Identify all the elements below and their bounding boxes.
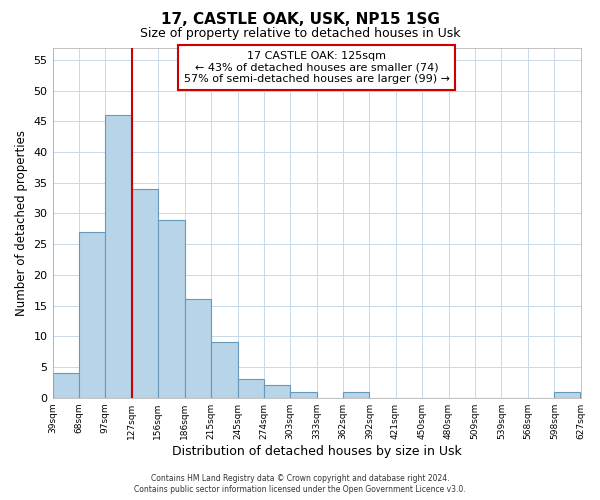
Bar xyxy=(211,342,238,398)
Text: 17, CASTLE OAK, USK, NP15 1SG: 17, CASTLE OAK, USK, NP15 1SG xyxy=(161,12,439,28)
Bar xyxy=(53,373,79,398)
Bar xyxy=(554,392,580,398)
Bar xyxy=(104,115,131,398)
Bar xyxy=(263,386,290,398)
Text: Contains HM Land Registry data © Crown copyright and database right 2024.
Contai: Contains HM Land Registry data © Crown c… xyxy=(134,474,466,494)
Text: Size of property relative to detached houses in Usk: Size of property relative to detached ho… xyxy=(140,28,460,40)
Bar xyxy=(343,392,370,398)
Bar xyxy=(158,220,185,398)
Y-axis label: Number of detached properties: Number of detached properties xyxy=(15,130,28,316)
X-axis label: Distribution of detached houses by size in Usk: Distribution of detached houses by size … xyxy=(172,444,461,458)
Bar xyxy=(290,392,317,398)
Text: 17 CASTLE OAK: 125sqm
← 43% of detached houses are smaller (74)
57% of semi-deta: 17 CASTLE OAK: 125sqm ← 43% of detached … xyxy=(184,51,449,84)
Bar xyxy=(79,232,104,398)
Bar xyxy=(185,300,211,398)
Bar xyxy=(131,189,158,398)
Bar xyxy=(238,380,263,398)
